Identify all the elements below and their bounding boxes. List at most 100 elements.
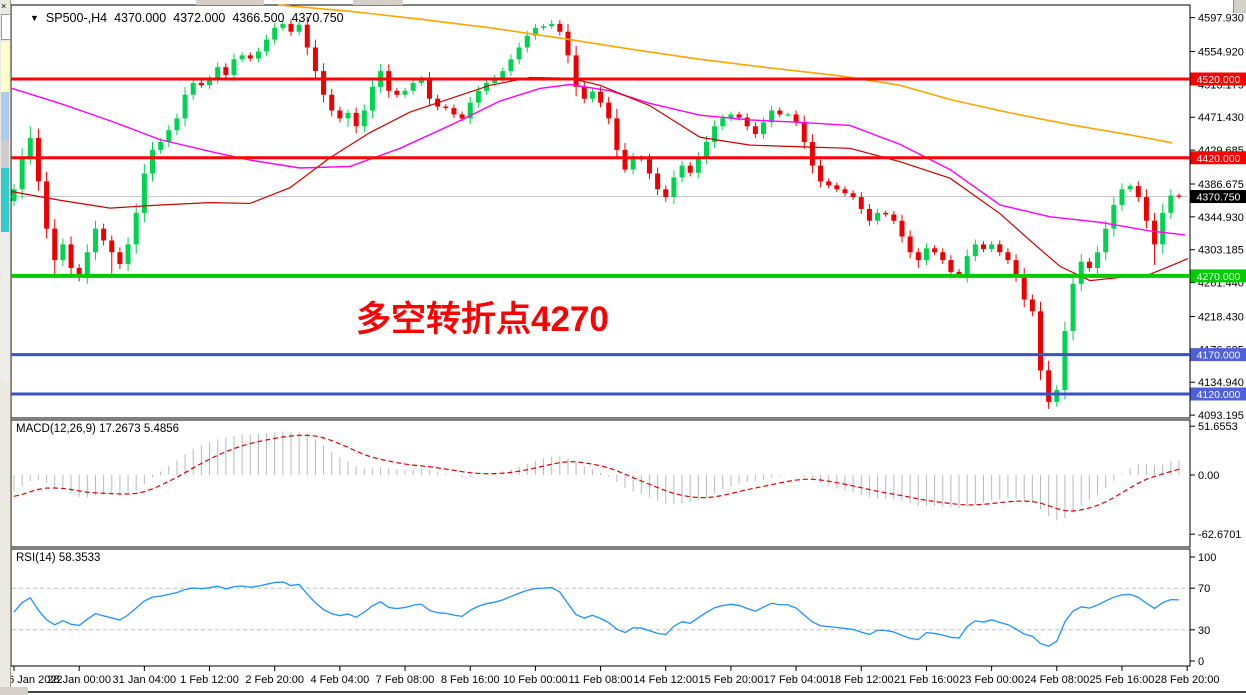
candle-body (614, 118, 620, 150)
price-chart-panel[interactable] (10, 4, 1191, 419)
toolbar-remnant (196, 0, 264, 5)
candle-body (712, 126, 718, 142)
rsi-value: 58.3533 (58, 552, 101, 564)
close-icon[interactable]: × (1, 1, 7, 11)
candle-body (663, 189, 669, 198)
price-axis-label: 4218.430 (1198, 311, 1244, 323)
candle-body (752, 126, 758, 135)
price-axis-label: 4554.920 (1198, 47, 1244, 59)
price-badge-text: 4420.000 (1197, 153, 1241, 165)
toolbar-remnant (353, 0, 403, 5)
chevron-down-icon[interactable]: ▼ (30, 13, 39, 23)
candle-body (728, 114, 734, 119)
candle-body (296, 24, 302, 32)
candle-body (989, 244, 995, 250)
candle-body (11, 189, 17, 202)
candle-body (818, 165, 824, 182)
candle-body (524, 35, 530, 48)
rsi-panel[interactable] (10, 548, 1191, 667)
time-axis-label: 7 Feb 08:00 (376, 674, 435, 686)
ohlc-low: 4366.500 (232, 11, 285, 25)
candle-body (850, 193, 856, 198)
candle-body (223, 67, 229, 76)
rsi-axis-label: 30 (1198, 625, 1210, 637)
candle-body (52, 228, 58, 261)
price-axis-label: 4386.675 (1198, 179, 1244, 191)
rsi-axis-label: 70 (1198, 583, 1210, 595)
price-axis-label: 4597.930 (1198, 13, 1244, 25)
candle-body (736, 114, 742, 118)
candle-body (304, 24, 310, 48)
candle-body (272, 27, 278, 40)
candle-body (35, 138, 41, 182)
candle-body (231, 59, 237, 76)
macd-name: MACD(12,26,9) (16, 423, 96, 435)
candle-body (369, 86, 375, 111)
candle-body (769, 110, 775, 123)
candle-body (1119, 189, 1125, 205)
candle-body (948, 260, 954, 272)
price-badge-text: 4520.000 (1197, 74, 1241, 86)
candle-body (426, 79, 432, 99)
time-axis-label: 21 Feb 16:00 (894, 674, 959, 686)
macd-label: MACD(12,26,9) 17.2673 5.4856 (16, 423, 179, 435)
candle-body (337, 110, 343, 119)
candle-body (557, 23, 563, 32)
candle-body (174, 118, 180, 131)
candle-body (1070, 283, 1076, 331)
candle-body (972, 244, 978, 257)
ma-slow-orange (277, 4, 1173, 144)
candle-body (149, 149, 155, 174)
bottom-divider (0, 691, 1246, 693)
candle-body (883, 212, 889, 215)
candle-body (1046, 370, 1052, 402)
candle-body (777, 110, 783, 115)
candle-body (532, 27, 538, 36)
candle-body (964, 256, 970, 276)
candle-body (133, 212, 139, 245)
candle-body (915, 252, 921, 261)
candle-body (264, 39, 270, 52)
candle-body (329, 94, 335, 111)
time-axis-label: 26 Jan 2022 (2, 674, 63, 686)
candle-body (842, 189, 848, 194)
candle-body (500, 71, 506, 79)
price-axis-label: 4303.185 (1198, 245, 1244, 257)
candle-body (1021, 275, 1027, 300)
candle-body (1078, 261, 1084, 284)
time-axis-label: 11 Feb 08:00 (569, 674, 633, 686)
candle-body (361, 110, 367, 127)
candle-body (891, 214, 897, 221)
rsi-axis-label: 0 (1198, 656, 1204, 668)
candle-body (581, 86, 587, 99)
candle-body (386, 71, 392, 91)
candle-body (215, 67, 221, 79)
candle-body (312, 47, 318, 72)
macd-signal-line (13, 434, 1180, 512)
candle-body (190, 82, 196, 95)
time-axis-label: 31 Jan 04:00 (113, 674, 177, 686)
candle-body (573, 55, 579, 87)
dock-cell (1, 42, 9, 92)
macd-values: 17.2673 5.4856 (99, 423, 180, 435)
candle-body (541, 26, 547, 28)
candle-body (321, 71, 327, 95)
time-axis-label: 2 Feb 20:00 (245, 674, 304, 686)
current-price-badge (1190, 190, 1246, 204)
candle-body (109, 240, 115, 253)
candle-body (785, 114, 791, 116)
time-axis-label: 8 Feb 16:00 (441, 674, 500, 686)
dock-cell (1, 92, 9, 140)
candle-body (1127, 186, 1133, 190)
time-axis-label: 28 Jan 00:00 (47, 674, 111, 686)
price-badge (1190, 348, 1246, 362)
candle-body (443, 106, 449, 109)
candle-body (1152, 220, 1158, 245)
macd-panel[interactable] (10, 419, 1191, 548)
time-axis-label: 28 Feb 20:00 (1155, 674, 1220, 686)
candle-body (410, 82, 416, 91)
candle-body (703, 142, 709, 158)
annotation-text: 多空转折点4270 (356, 300, 609, 339)
candle-body (402, 90, 408, 95)
